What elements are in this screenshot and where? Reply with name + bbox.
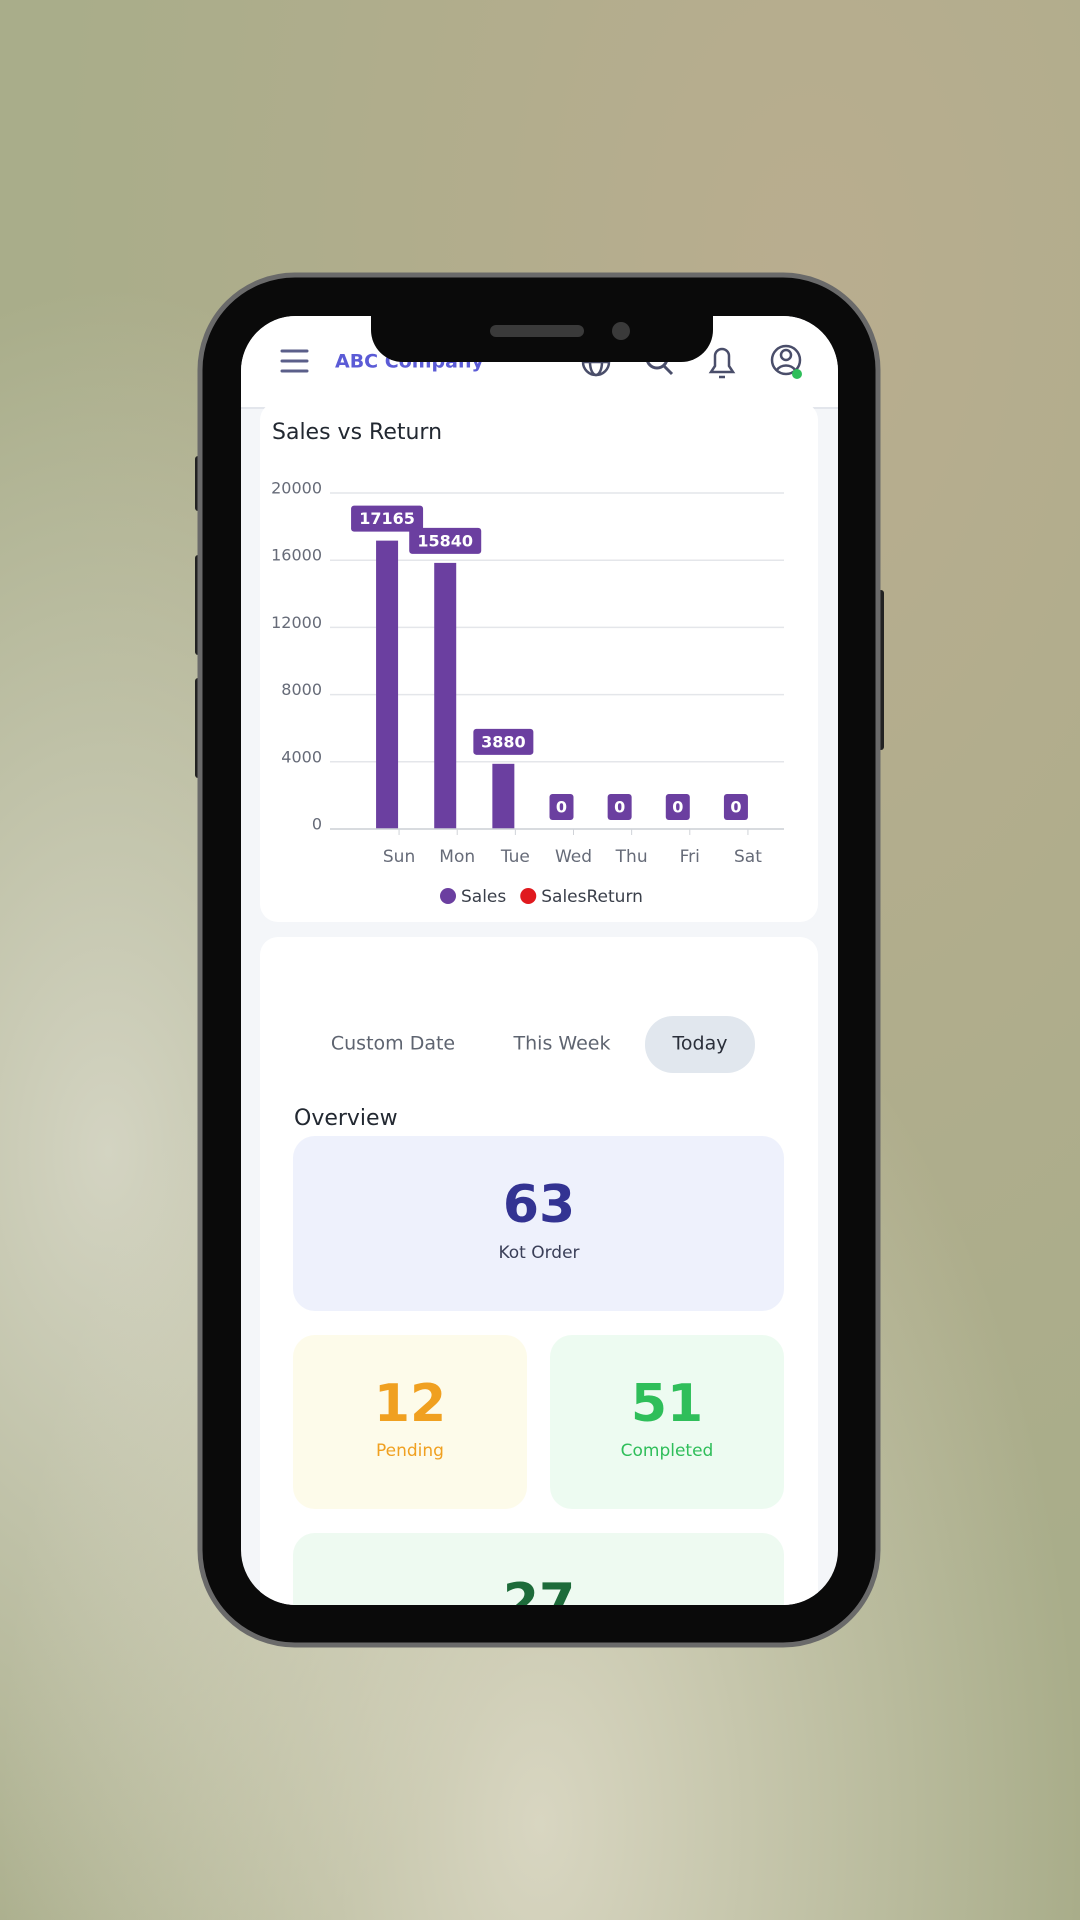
completed-card[interactable]: [550, 1335, 784, 1509]
data-label: 17165: [359, 509, 415, 528]
y-tick-label: 4000: [281, 747, 322, 766]
data-label: 3880: [481, 732, 526, 751]
data-label: 0: [730, 798, 741, 817]
data-label-bg: [473, 728, 534, 755]
x-tick-label: Mon: [439, 847, 475, 867]
tab[interactable]: Custom Date: [331, 1033, 455, 1055]
data-label-bg: [409, 527, 482, 554]
y-tick-label: 0: [312, 815, 322, 834]
next-card[interactable]: [293, 1533, 784, 1708]
chart-title: Sales vs Return: [272, 420, 442, 445]
section-title: Overview: [294, 1106, 398, 1131]
bar: [434, 562, 457, 829]
x-tick-label: Sat: [734, 847, 762, 867]
camera: [612, 322, 630, 340]
x-tick-label: Tue: [500, 847, 530, 867]
bar: [492, 763, 515, 829]
pending-card[interactable]: [293, 1335, 527, 1509]
x-tick-label: Fri: [680, 847, 700, 867]
speaker: [490, 325, 584, 337]
data-label-bg: [351, 505, 424, 532]
next-value: 27: [503, 1573, 575, 1633]
legend-marker: [440, 888, 456, 904]
completed-label: Completed: [621, 1441, 714, 1461]
data-label-bg: [549, 794, 574, 820]
profile-button[interactable]: [770, 344, 802, 379]
data-label-bg: [607, 794, 632, 820]
x-tick-label: Wed: [555, 847, 592, 867]
y-tick-label: 8000: [281, 680, 322, 699]
completed-value: 51: [631, 1374, 703, 1434]
legend-marker: [520, 888, 537, 904]
legend-label: SalesReturn: [541, 887, 643, 907]
x-tick-label: Thu: [615, 847, 648, 867]
legend-label: Sales: [461, 887, 506, 907]
kot-label: Kot Order: [498, 1243, 579, 1263]
app-screen: ABC Company Sales vs Return 040008000120…: [241, 316, 838, 1708]
tab-active[interactable]: Today: [672, 1033, 728, 1055]
tab[interactable]: This Week: [513, 1033, 611, 1055]
kot-value: 63: [503, 1175, 575, 1235]
menu-button[interactable]: [280, 349, 309, 373]
data-label: 0: [614, 798, 625, 817]
data-label-bg: [723, 794, 748, 820]
bar: [376, 540, 399, 829]
pending-value: 12: [374, 1374, 446, 1434]
y-tick-label: 20000: [271, 479, 322, 498]
data-label: 0: [672, 798, 683, 817]
chart: 0 4000 8000 12000 16000 20000 Sun Mon Tue Wed Thu F…: [271, 479, 784, 907]
active-tab-bg: [645, 1016, 755, 1073]
data-label: 15840: [417, 531, 473, 550]
y-tick-label: 16000: [271, 546, 322, 565]
kot-card[interactable]: [293, 1136, 784, 1311]
y-tick-label: 12000: [271, 613, 322, 632]
data-label: 0: [556, 798, 567, 817]
notification-button[interactable]: [708, 347, 736, 379]
x-tick-label: Sun: [383, 847, 415, 867]
pending-label: Pending: [376, 1441, 444, 1461]
data-label-bg: [665, 794, 690, 820]
chart-card: [260, 402, 818, 922]
